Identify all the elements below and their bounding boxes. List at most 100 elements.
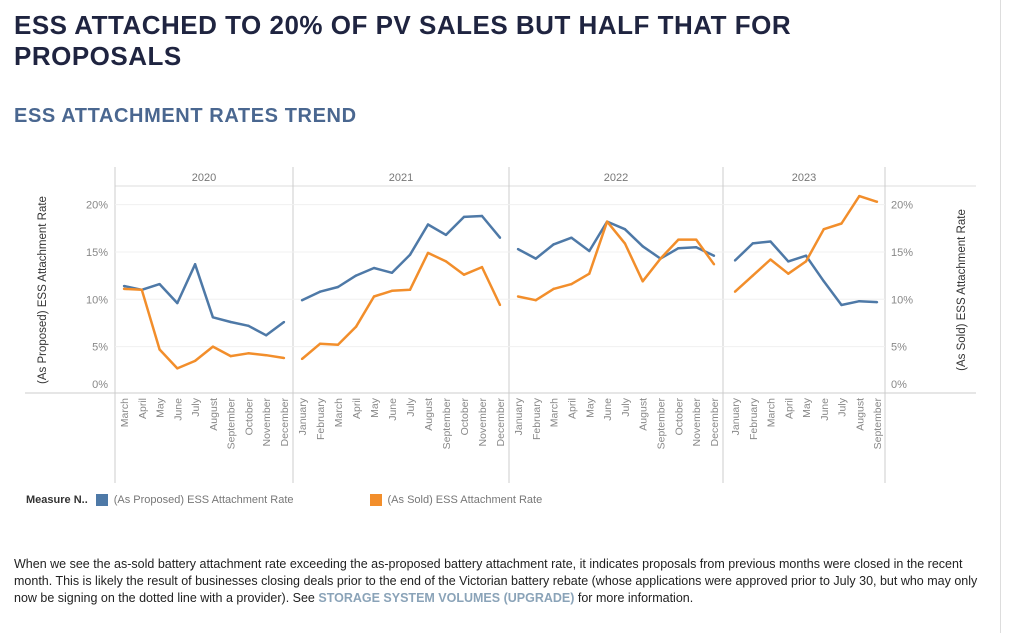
data-point-sold [426,251,430,255]
data-point-sold [372,295,376,298]
footnote-after: for more information. [574,591,694,605]
y-tick-right: 15% [891,247,913,259]
x-tick-month: January [730,397,742,435]
data-point-proposed [712,254,716,257]
data-point-proposed [158,282,161,286]
data-point-sold [605,220,609,223]
data-point-sold [858,194,861,198]
data-point-sold [570,282,573,286]
data-point-proposed [462,215,466,219]
series-line-sold-2022 [517,220,716,302]
x-tick-month: December [279,397,291,446]
y-tick-right: 10% [891,294,913,306]
x-tick-month: August [854,398,866,431]
data-point-proposed [247,324,250,328]
y-axis-title-left: (As Proposed) ESS Attachment Rate [37,196,49,384]
x-tick-month: September [656,398,668,450]
x-tick-month: January [513,397,525,435]
panel-year-label: 2021 [389,172,413,184]
data-point-proposed [282,320,286,324]
data-point-sold [229,354,232,358]
x-tick-month: July [190,397,202,416]
data-point-sold [840,222,843,225]
x-tick-month: April [137,398,149,419]
x-tick-month: July [837,397,849,416]
data-point-proposed [354,274,358,277]
data-point-proposed [822,280,825,283]
data-point-sold [122,287,126,291]
data-point-sold [176,367,179,370]
series-line-sold-2020 [123,287,285,370]
storage-volumes-link[interactable]: STORAGE SYSTEM VOLUMES (UPGRADE) [318,591,575,605]
x-tick-month: September [226,398,238,450]
x-axis-labels: March April May June July August September Octo… [119,397,884,449]
legend-title: Measure N.. [26,494,88,506]
data-point-proposed [318,290,322,293]
x-tick-month: August [208,398,220,431]
panel-year-label: 2020 [192,172,216,184]
x-tick-month: October [459,398,471,436]
x-tick-month: March [549,398,561,427]
data-point-proposed [552,243,555,246]
x-tick-month: November [261,397,273,446]
x-tick-month: May [369,397,381,418]
legend-item-sold[interactable]: (As Sold) ESS Attachment Rate [369,494,543,506]
data-point-sold [694,238,698,241]
y-tick-left: 5% [92,342,108,354]
x-tick-month: February [748,397,760,440]
data-point-sold [641,280,644,283]
data-point-sold [354,325,358,328]
legend-swatch-sold [369,494,382,506]
data-point-sold [769,258,772,261]
x-tick-month: April [351,398,363,419]
data-point-proposed [570,236,573,239]
y-tick-right: 20% [891,200,913,212]
data-point-sold [408,288,412,292]
data-point-sold [875,200,879,203]
y-tick-right: 5% [891,342,907,354]
data-point-proposed [300,299,304,302]
data-point-proposed [804,254,808,257]
legend-item-proposed[interactable]: (As Proposed) ESS Attachment Rate [95,494,294,506]
data-point-sold [712,263,716,266]
series-line-proposed-2022 [517,220,715,260]
y-axis-ticks: 0% 0% 5% 5% 10% 10% 15% 15% 20% 20% [86,200,913,391]
data-point-proposed [176,301,179,305]
data-point-proposed [408,253,412,256]
panel-year-label: 2023 [792,172,816,184]
x-tick-month: August [638,398,650,431]
data-point-proposed [229,320,232,324]
data-point-proposed [858,299,861,303]
data-point-sold [247,352,250,355]
data-point-sold [659,257,662,260]
y-tick-left: 15% [86,247,108,259]
legend-label-sold: (As Sold) ESS Attachment Rate [387,494,543,506]
legend-swatch-proposed [95,494,108,506]
data-point-proposed [751,242,754,245]
x-tick-month: June [602,398,614,421]
data-point-sold [751,274,754,277]
y-tick-left: 0% [92,379,108,391]
y-tick-right: 0% [891,379,907,391]
data-point-proposed [336,285,340,289]
data-point-proposed [641,245,644,248]
x-tick-month: November [477,397,489,446]
x-tick-month: July [620,397,632,416]
y-tick-left: 20% [86,200,108,212]
data-point-sold [733,290,737,293]
scrollbar-edge [1000,0,1001,633]
x-tick-month: March [766,398,778,427]
data-point-sold [498,303,502,307]
panel-year-label: 2022 [604,172,628,184]
data-point-sold [336,343,340,346]
data-point-sold [300,357,304,361]
data-point-proposed [444,233,448,237]
x-tick-month: October [243,398,255,436]
data-point-sold [588,272,591,275]
y-axis-title-right: (As Sold) ESS Attachment Rate [956,209,968,371]
data-point-proposed [769,240,772,243]
data-point-sold [623,242,627,245]
chart-frame: 2020 2021 2022 2023 [25,167,976,483]
legend: Measure N.. (As Proposed) ESS Attachment… [26,494,542,506]
